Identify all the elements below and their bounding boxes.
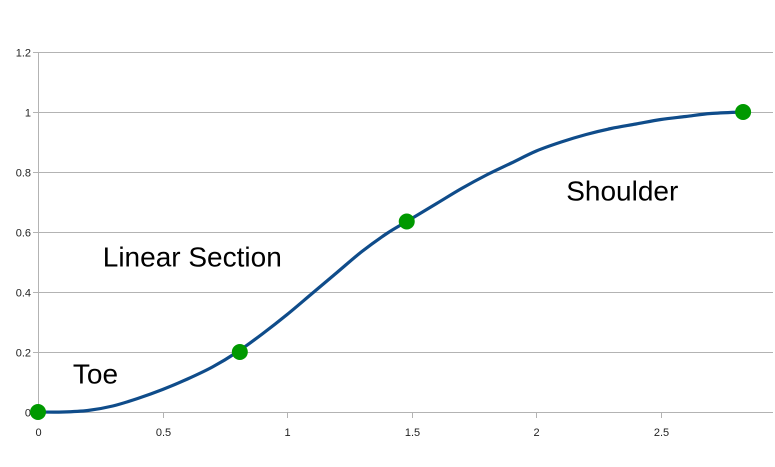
x-tick-label: 2 xyxy=(533,427,539,439)
y-axis-tick-labels: 0 0.2 0.4 0.6 0.8 1 1.2 xyxy=(16,48,38,420)
x-tick-label: 0.5 xyxy=(156,427,171,439)
marker-layer xyxy=(30,104,752,420)
data-point-marker xyxy=(398,213,415,230)
y-tick-label: 0.6 xyxy=(16,228,31,240)
x-tick-label: 0 xyxy=(35,427,41,439)
x-tick-label: 2.5 xyxy=(654,427,669,439)
annotation-label: Linear Section xyxy=(103,242,282,273)
series-layer xyxy=(36,110,745,414)
y-tick-label: 1.2 xyxy=(16,48,31,60)
x-axis-tick-labels: 0 0.5 1 1.5 2 2.5 xyxy=(35,412,669,439)
axes xyxy=(38,52,773,413)
annotation-label: Shoulder xyxy=(566,176,678,207)
y-tick-label: 0 xyxy=(25,408,31,420)
x-tick-label: 1 xyxy=(284,427,290,439)
data-point-marker xyxy=(735,104,752,120)
data-point-marker xyxy=(231,344,248,360)
gridlines xyxy=(38,52,773,413)
data-point-marker xyxy=(30,404,46,420)
y-tick-label: 0.8 xyxy=(16,168,31,180)
x-tick-label: 1.5 xyxy=(405,427,420,439)
y-tick-label: 1 xyxy=(25,108,31,120)
series-line-0 xyxy=(36,110,745,414)
y-tick-label: 0.2 xyxy=(16,348,31,360)
annotation-label: Toe xyxy=(73,359,118,390)
y-tick-label: 0.4 xyxy=(16,288,31,300)
annotation-layer: Toe Linear Section Shoulder xyxy=(73,176,678,390)
